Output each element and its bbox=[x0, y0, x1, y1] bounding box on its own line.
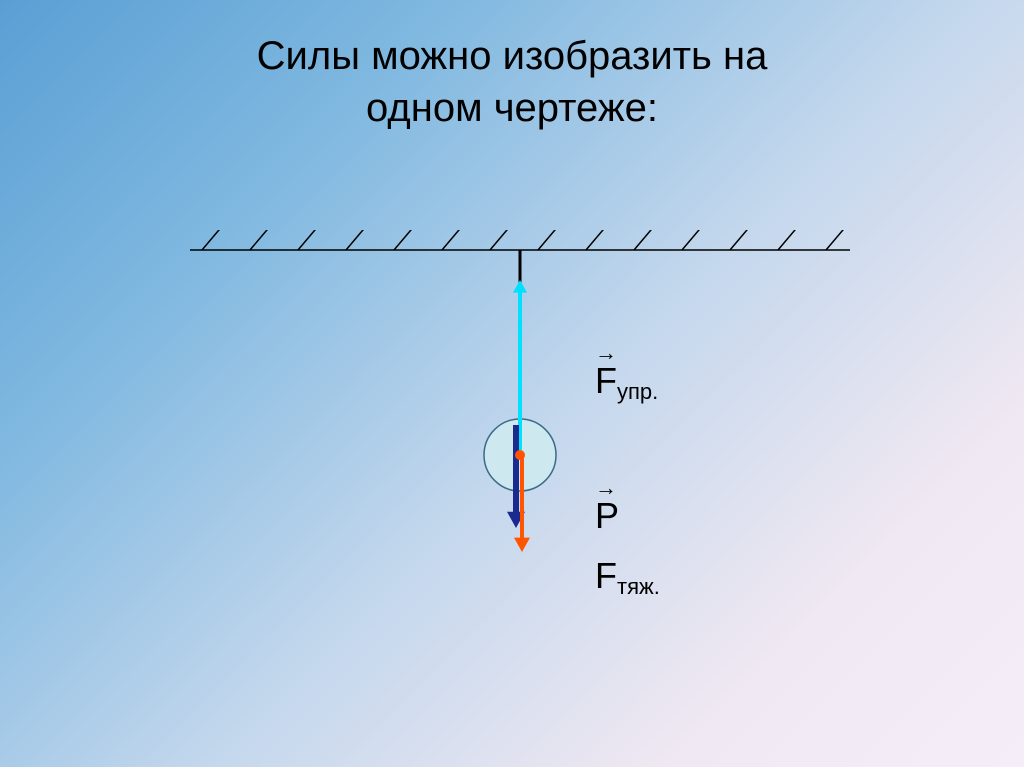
title-line-2: одном чертеже: bbox=[366, 86, 658, 130]
force-diagram: → Fупр. → P Fтяж. bbox=[190, 230, 850, 680]
label-ftyazh: Fтяж. bbox=[595, 555, 660, 597]
title-line-1: Силы можно изобразить на bbox=[257, 34, 768, 78]
label-fupr: Fупр. bbox=[595, 360, 658, 402]
slide-title: Силы можно изобразить на одном чертеже: bbox=[0, 30, 1024, 134]
label-p: P bbox=[595, 495, 619, 537]
diagram-svg bbox=[190, 230, 850, 680]
